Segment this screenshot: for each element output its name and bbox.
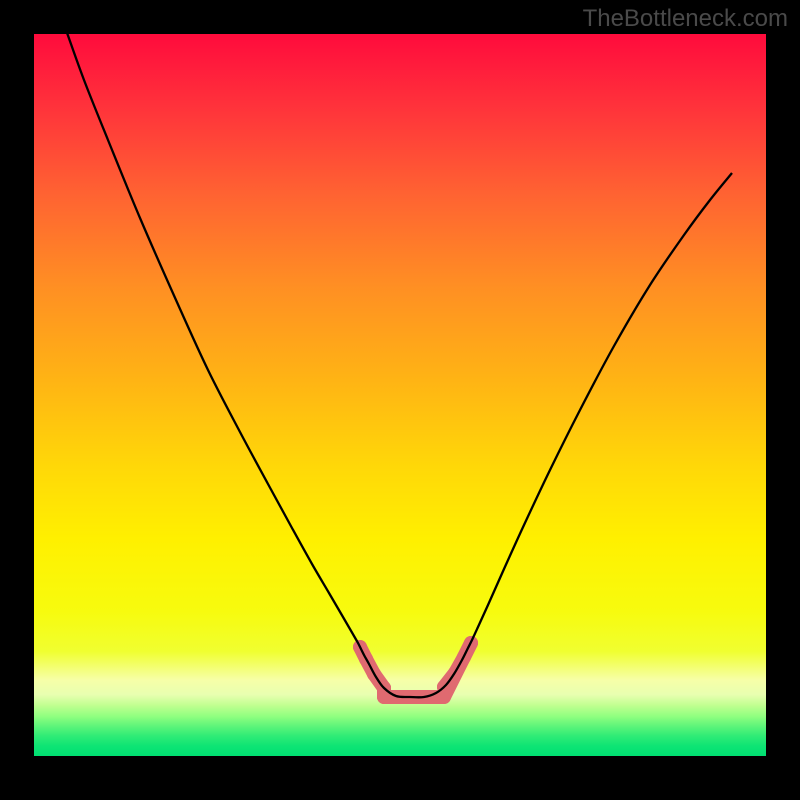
watermark-text: TheBottleneck.com (583, 5, 788, 33)
main-curve-path (55, 34, 732, 697)
chart-root: TheBottleneck.com (0, 0, 800, 800)
plot-area (34, 34, 766, 756)
bottleneck-curve (34, 34, 766, 756)
